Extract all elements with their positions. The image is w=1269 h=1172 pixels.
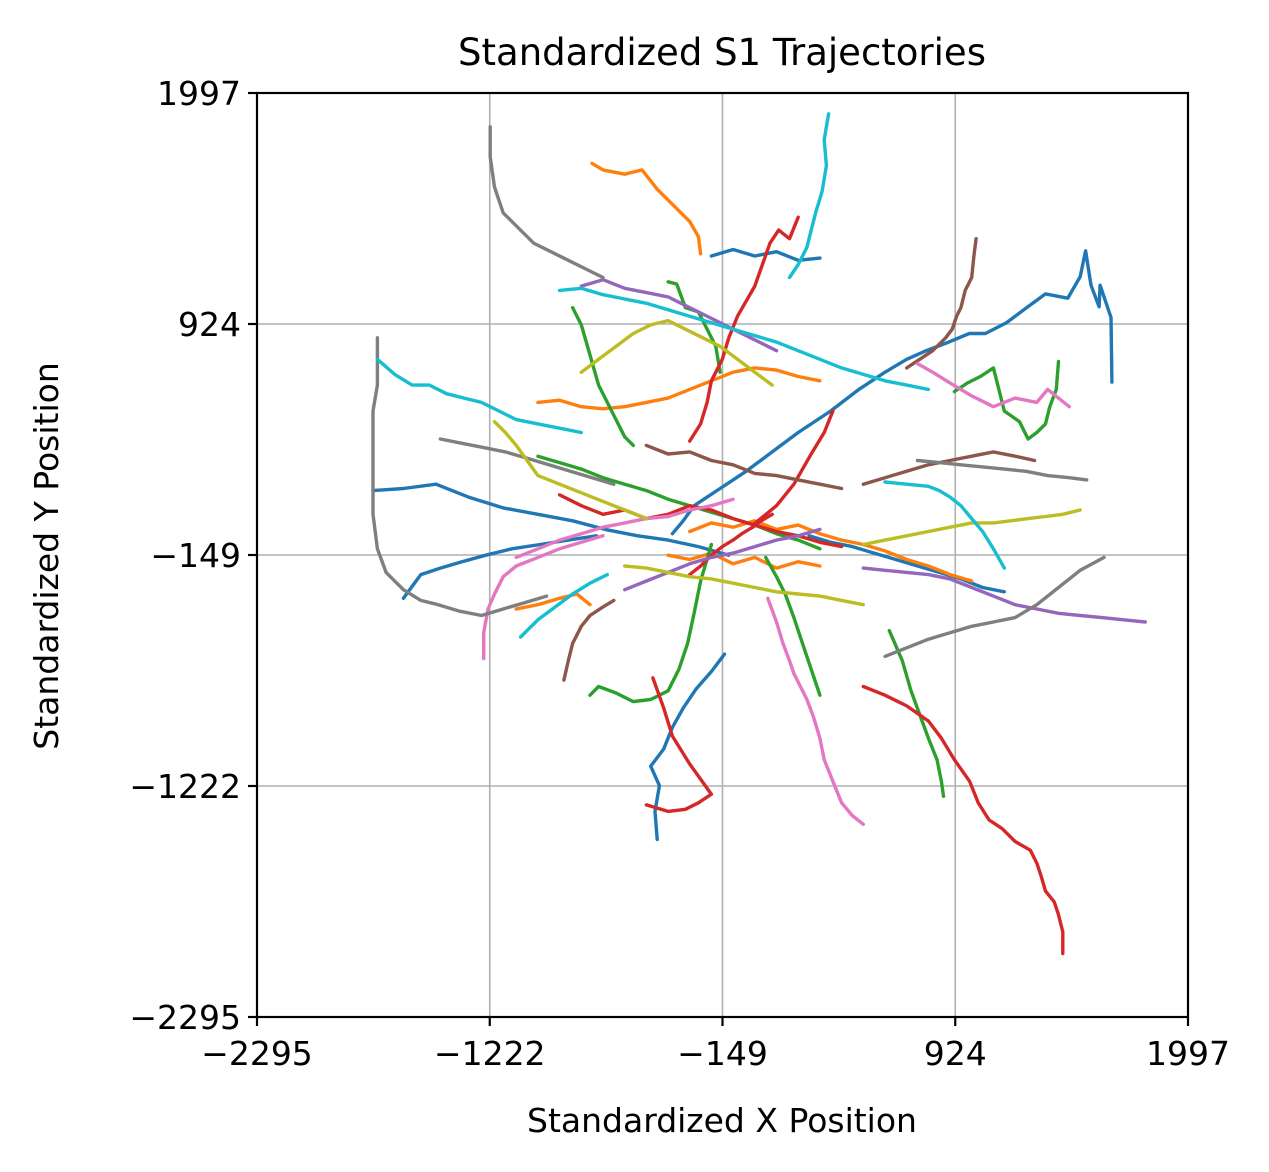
- axis-ticks: −2295 −1222 −149 924 1997 −2295 −1222 −149 924 19…: [129, 74, 1230, 1073]
- trajectory-line: [952, 359, 1061, 441]
- trajectory-line: [764, 555, 822, 697]
- trajectory-line: [482, 534, 605, 661]
- trajectory-line: [371, 336, 549, 618]
- trajectory-line: [887, 628, 946, 798]
- trajectory-line: [688, 215, 800, 443]
- trajectory-line: [766, 596, 865, 826]
- x-tick-label: −1222: [434, 1034, 546, 1073]
- trajectory-line: [688, 512, 774, 577]
- trajectory-series: [371, 112, 1148, 956]
- trajectory-line: [666, 280, 722, 374]
- y-tick-label: −149: [150, 536, 241, 575]
- trajectory-line: [751, 409, 835, 527]
- trajectory-line: [623, 527, 822, 592]
- trajectory-line: [915, 458, 1089, 482]
- chart-title: Standardized S1 Trajectories: [458, 31, 986, 74]
- trajectory-line: [644, 443, 844, 491]
- trajectory-line: [861, 508, 1082, 547]
- trajectory-line: [579, 278, 779, 353]
- y-tick-label: 924: [178, 305, 241, 344]
- x-tick-label: 1997: [1146, 1034, 1230, 1073]
- trajectory-line: [562, 598, 616, 682]
- trajectory-line: [883, 480, 1006, 570]
- trajectory-line: [588, 542, 714, 704]
- y-tick-label: 1997: [157, 74, 241, 113]
- trajectory-line: [536, 366, 822, 411]
- trajectory-line: [570, 305, 635, 448]
- y-tick-label: −1222: [129, 767, 241, 806]
- trajectory-line: [514, 497, 735, 560]
- trajectory-line: [861, 450, 1037, 486]
- x-axis-label: Standardized X Position: [527, 1101, 917, 1140]
- trajectory-line: [488, 125, 605, 280]
- trajectory-line: [787, 112, 831, 280]
- trajectory-line: [688, 519, 974, 583]
- x-tick-label: 924: [924, 1034, 987, 1073]
- trajectory-line: [492, 420, 649, 521]
- trajectory-line: [579, 318, 774, 387]
- x-tick-label: −2295: [201, 1034, 313, 1073]
- trajectory-line: [861, 684, 1065, 956]
- trajectory-line: [590, 161, 703, 256]
- x-tick-label: −149: [677, 1034, 768, 1073]
- trajectory-line: [623, 564, 865, 607]
- trajectory-line: [861, 566, 1148, 624]
- y-tick-label: −2295: [129, 998, 241, 1037]
- trajectory-line: [371, 482, 731, 557]
- trajectory-line: [670, 249, 1114, 536]
- y-axis-label: Standardized Y Position: [27, 362, 66, 750]
- trajectory-line: [536, 454, 822, 551]
- trajectory-line: [666, 551, 822, 570]
- trajectory-line: [514, 592, 592, 611]
- trajectory-line: [557, 286, 931, 392]
- trajectory-line: [915, 361, 1072, 409]
- trajectory-line: [649, 652, 727, 842]
- trajectory-line: [375, 357, 583, 435]
- trajectory-line: [518, 572, 609, 639]
- trajectory-line: [644, 676, 714, 814]
- trajectory-line: [883, 555, 1106, 659]
- trajectory-line: [905, 236, 978, 370]
- trajectory-line: [807, 534, 1006, 594]
